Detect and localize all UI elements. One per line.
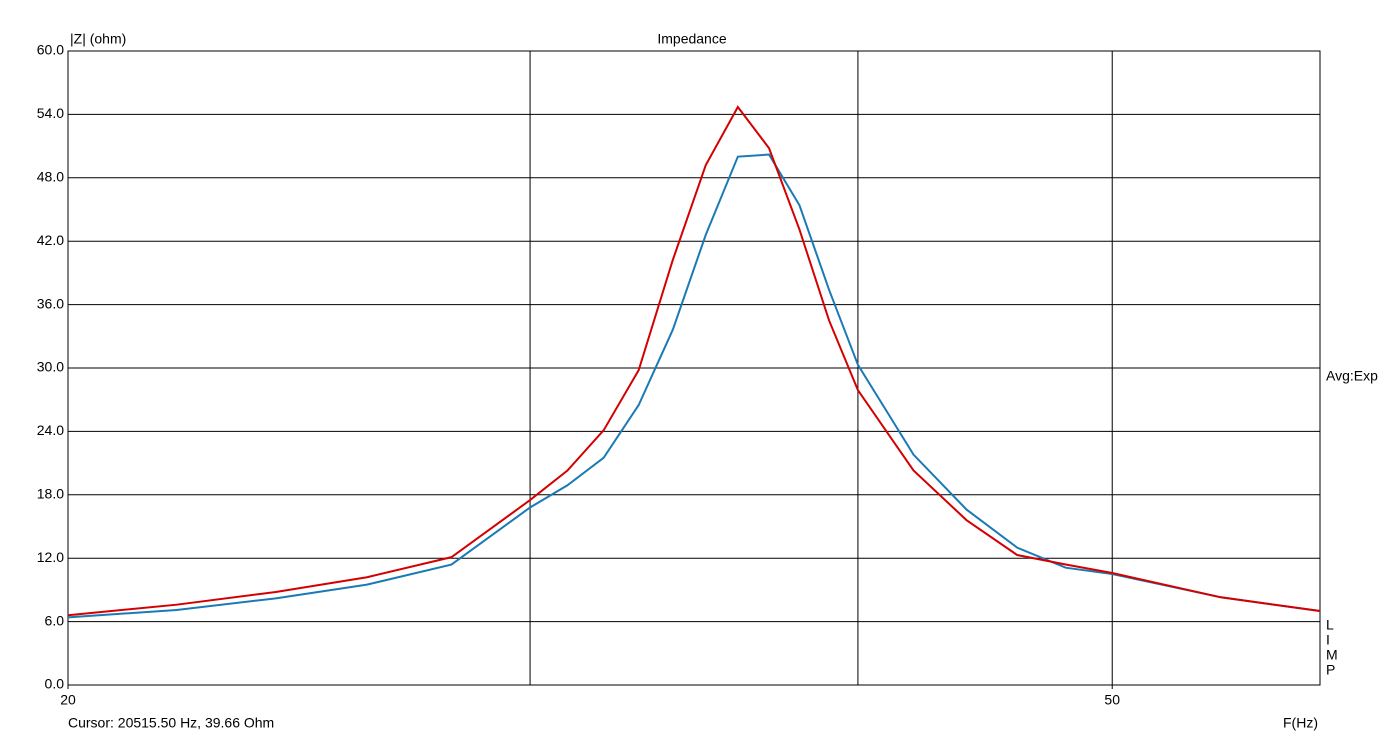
y-tick-label: 54.0 [37,105,64,121]
x-tick-label: 20 [60,692,76,708]
y-tick-label: 60.0 [37,42,64,58]
side-letter: M [1326,647,1338,663]
avg-note: Avg:Exp [1326,368,1378,384]
y-tick-label: 12.0 [37,549,64,565]
y-tick-label: 42.0 [37,232,64,248]
y-tick-label: 48.0 [37,169,64,185]
impedance-line [67,153,1321,619]
y-tick-label: 6.0 [45,612,65,628]
y-axis-label: |Z| (ohm) [70,31,126,47]
impedance-line [67,105,1321,617]
side-letter: I [1326,632,1330,648]
x-tick-label: 50 [1104,692,1120,708]
y-tick-label: 24.0 [37,422,64,438]
y-tick-label: 18.0 [37,486,64,502]
y-tick-label: 36.0 [37,295,64,311]
y-tick-label: 30.0 [37,359,64,375]
cursor-readout: Cursor: 20515.50 Hz, 39.66 Ohm [68,715,274,731]
side-letter: P [1326,662,1335,678]
side-letter: L [1326,617,1334,633]
y-tick-label: 0.0 [45,676,65,692]
plot-frame [67,50,1321,686]
chart-title: Impedance [657,31,726,47]
x-axis-label: F(Hz) [1283,715,1318,731]
